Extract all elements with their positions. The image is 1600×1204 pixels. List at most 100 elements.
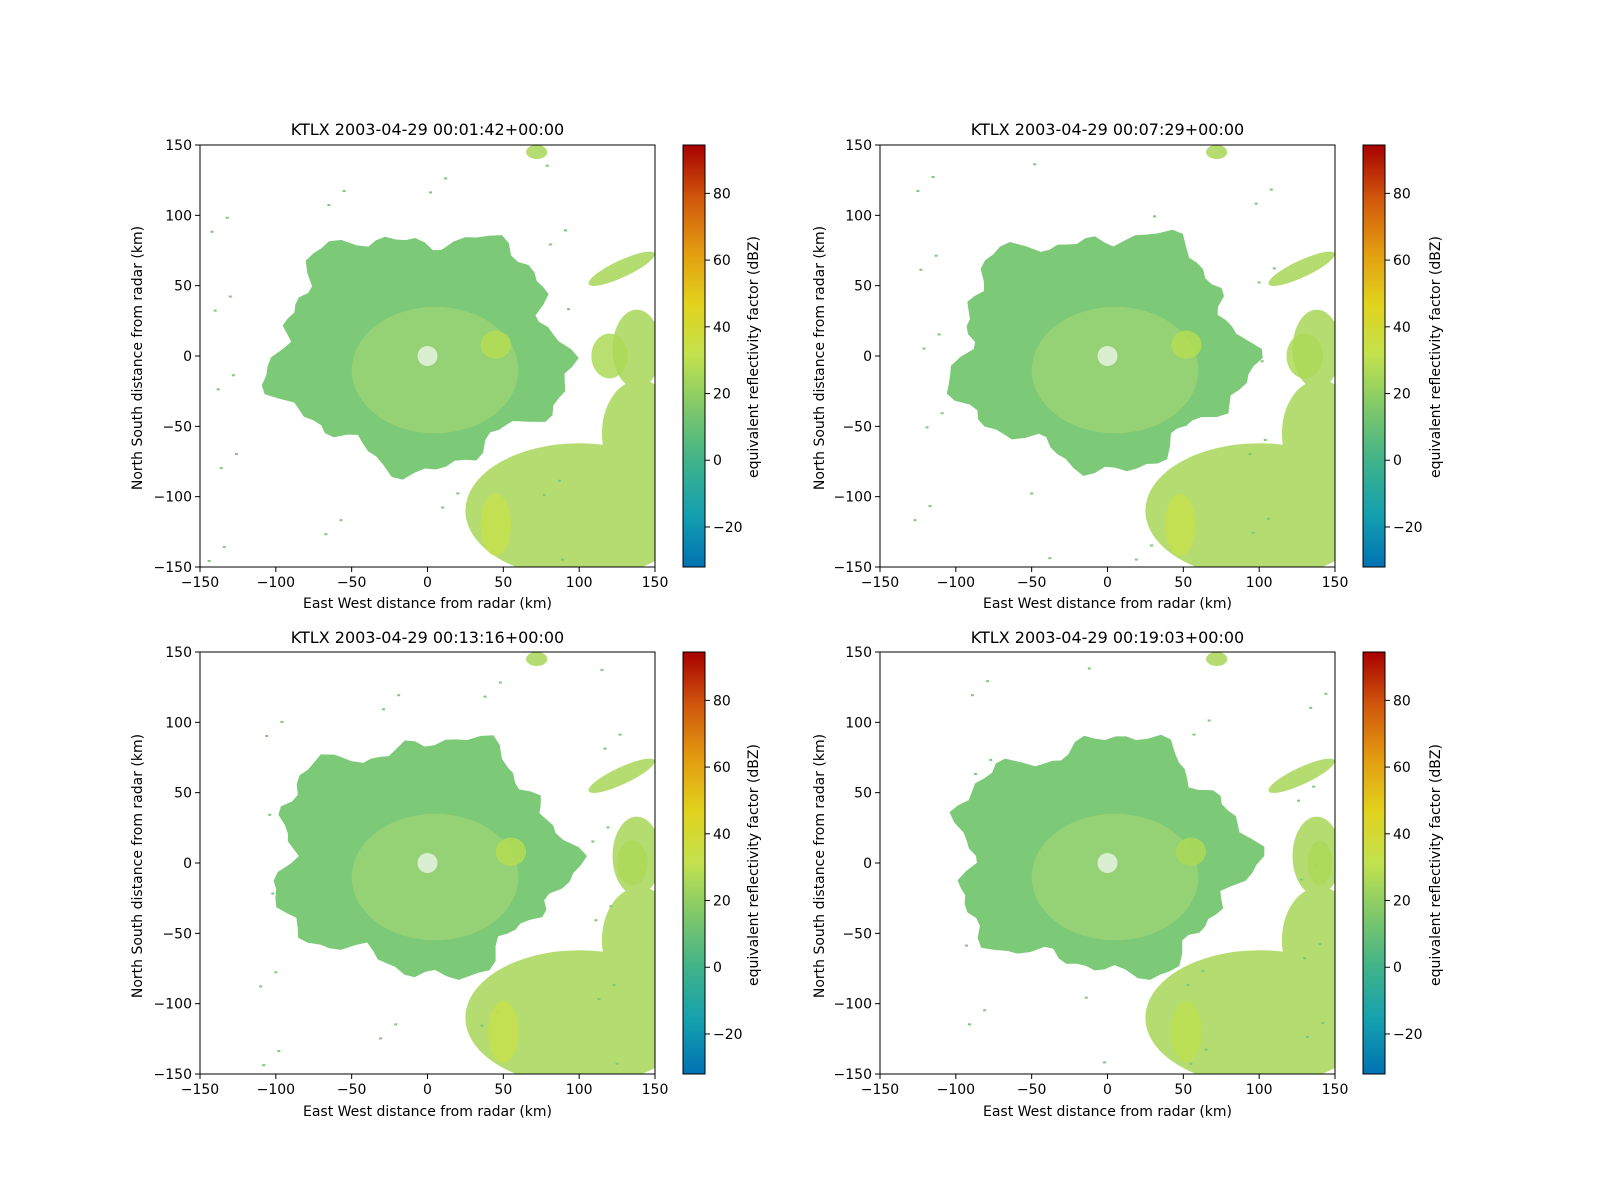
echo-region: [1206, 145, 1228, 160]
echo-speckle: [231, 374, 235, 377]
echo-speckle: [615, 1062, 619, 1065]
echo-speckle: [1269, 188, 1273, 191]
echo-region: [1031, 306, 1199, 434]
echo-speckle: [913, 519, 917, 522]
echo-speckle: [931, 175, 935, 178]
echo-speckle: [925, 426, 929, 429]
echo-speckle: [1048, 557, 1052, 560]
echo-speckle: [1297, 799, 1301, 802]
y-tick-label: 0: [863, 856, 872, 872]
echo-speckle: [274, 971, 278, 974]
echo-speckle: [612, 983, 616, 986]
y-tick-label: −100: [154, 490, 192, 506]
y-tick-label: 150: [165, 645, 192, 661]
echo-speckle: [1309, 706, 1313, 709]
echo-speckle: [560, 558, 564, 561]
colorbar-tick-label: −20: [1393, 520, 1423, 536]
echo-speckle: [1318, 943, 1322, 946]
echo-region: [526, 145, 548, 160]
echo-speckle: [609, 905, 613, 908]
y-tick-label: −150: [834, 560, 872, 576]
x-tick-label: 150: [642, 1082, 669, 1098]
echo-speckle: [1312, 785, 1316, 788]
panel-title: KTLX 2003-04-29 00:19:03+00:00: [970, 628, 1245, 647]
echo-speckle: [603, 747, 607, 750]
echo-gap: [1097, 853, 1118, 873]
echo-speckle: [262, 1064, 266, 1067]
echo-speckle: [983, 1009, 987, 1012]
echo-speckle: [268, 813, 272, 816]
echo-speckle: [327, 204, 331, 207]
echo-speckle: [1134, 558, 1138, 561]
x-tick-label: −150: [861, 575, 899, 591]
colorbar-tick-label: 20: [713, 894, 731, 910]
echo-region: [1031, 813, 1199, 941]
x-axis-label: East West distance from radar (km): [302, 1104, 552, 1120]
echo-speckle: [207, 559, 211, 562]
echo-speckle: [222, 545, 226, 548]
x-tick-label: −50: [337, 575, 367, 591]
echo-speckle: [974, 772, 978, 775]
echo-region: [588, 758, 655, 793]
echo-speckle: [1272, 267, 1276, 270]
echo-speckle: [397, 694, 401, 697]
echo-speckle: [265, 734, 269, 737]
colorbar-tick-label: 60: [713, 253, 731, 269]
convective-cell: [591, 333, 628, 379]
echo-speckle: [600, 668, 604, 671]
echo-speckle: [1201, 969, 1205, 972]
colorbar-label: equivalent reflectivity factor (dBZ): [1428, 744, 1444, 986]
x-tick-label: 0: [423, 575, 432, 591]
echo-speckle: [1251, 531, 1255, 534]
echo-region: [1281, 886, 1335, 994]
echo-region: [601, 886, 655, 994]
y-tick-label: 0: [863, 349, 872, 365]
echo-speckle: [429, 191, 433, 194]
colorbar: [682, 651, 706, 1075]
echo-speckle: [1153, 215, 1156, 218]
y-tick-label: −50: [842, 926, 872, 942]
echo-speckle: [971, 694, 974, 697]
echo-speckle: [940, 412, 944, 415]
colorbar-label: equivalent reflectivity factor (dBZ): [746, 744, 762, 986]
x-tick-label: 0: [1103, 575, 1112, 591]
y-tick-label: −150: [834, 1067, 872, 1083]
echo-speckle: [618, 733, 622, 736]
echo-speckle: [1186, 983, 1190, 986]
echo-speckle: [545, 164, 549, 167]
x-tick-label: 50: [494, 575, 512, 591]
echo-speckle: [1321, 1021, 1325, 1024]
echo-speckle: [1266, 517, 1270, 520]
colorbar-tick-label: 20: [713, 387, 731, 403]
echo-region: [588, 251, 655, 286]
echo-speckle: [964, 944, 968, 947]
colorbar-tick-label: 80: [1393, 186, 1411, 202]
y-tick-label: 100: [845, 715, 872, 731]
y-axis-label: North South distance from radar (km): [130, 225, 146, 491]
x-axis-label: East West distance from radar (km): [982, 596, 1232, 612]
x-tick-label: −100: [937, 1082, 975, 1098]
colorbar-tick-label: 0: [1393, 453, 1402, 469]
echo-speckle: [1260, 360, 1264, 363]
x-tick-label: 100: [1246, 575, 1273, 591]
x-tick-label: −100: [937, 575, 975, 591]
x-tick-label: 100: [566, 575, 593, 591]
y-tick-label: −150: [154, 1067, 192, 1083]
convective-cell: [617, 840, 648, 886]
convective-cell: [1286, 333, 1323, 379]
x-axis-label: East West distance from radar (km): [302, 596, 552, 612]
panel-title: KTLX 2003-04-29 00:01:42+00:00: [290, 120, 565, 139]
echo-gap: [1097, 346, 1118, 366]
reflectivity-field: [949, 652, 1335, 1074]
panel-title: KTLX 2003-04-29 00:07:29+00:00: [970, 120, 1245, 139]
echo-speckle: [1087, 667, 1091, 670]
colorbar-tick-label: 40: [713, 320, 731, 336]
y-axis-label: North South distance from radar (km): [812, 225, 828, 491]
echo-speckle: [564, 229, 567, 232]
x-tick-label: 50: [1174, 1082, 1192, 1098]
echo-speckle: [922, 347, 926, 350]
y-tick-label: 0: [183, 856, 192, 872]
y-tick-label: −50: [162, 926, 192, 942]
x-tick-label: −150: [861, 1082, 899, 1098]
